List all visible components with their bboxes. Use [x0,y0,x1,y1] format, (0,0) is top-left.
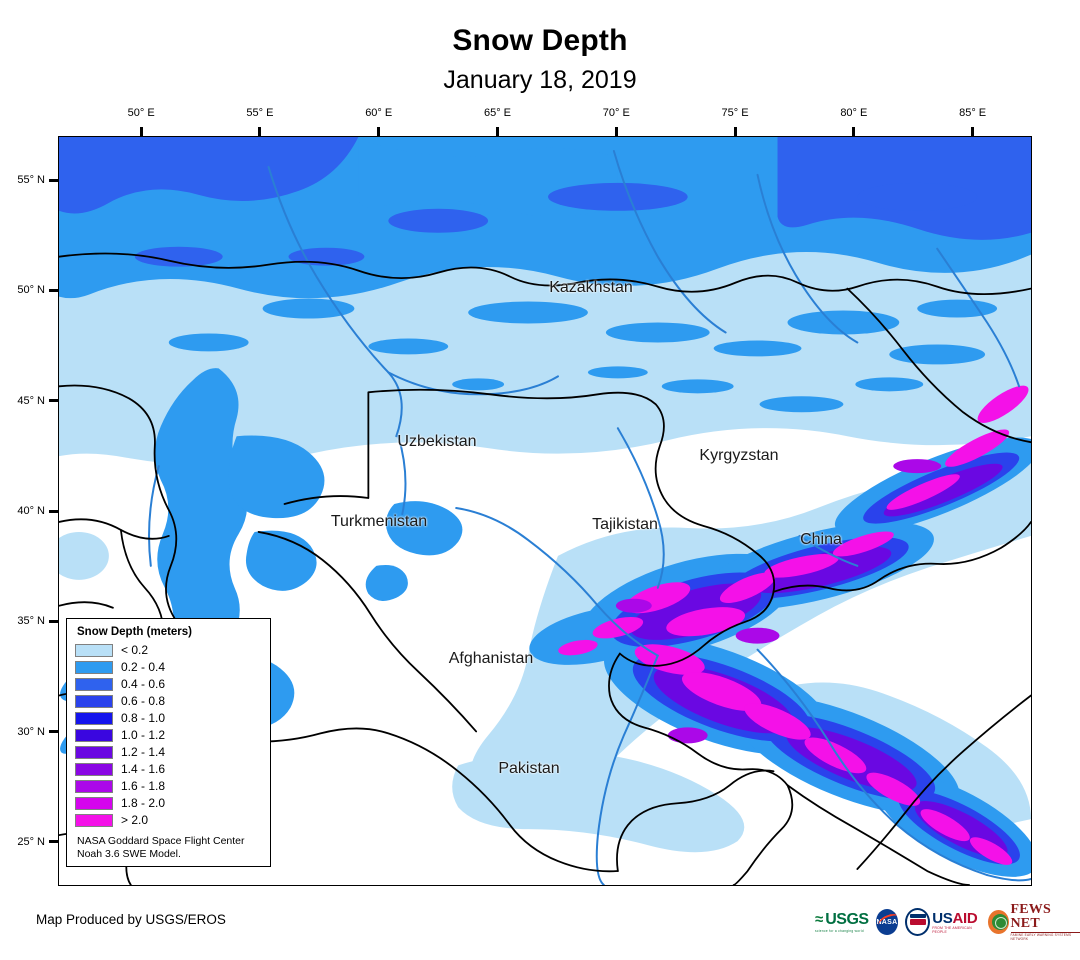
legend-panel[interactable]: Snow Depth (meters) < 0.2 0.2 - 0.4 0.4 - … [66,618,271,867]
legend-label: 1.4 - 1.6 [121,762,166,776]
nasa-wordmark: NASA [876,918,898,926]
legend-swatch [75,644,113,657]
x-axis-tick [971,127,975,136]
y-axis-tick [49,840,58,844]
legend-row[interactable]: 1.6 - 1.8 [75,778,262,795]
fews-globe-icon [987,910,1009,934]
legend-label: > 2.0 [121,813,149,827]
legend-row[interactable]: 0.6 - 0.8 [75,693,262,710]
legend-row[interactable]: 0.8 - 1.0 [75,710,262,727]
legend-swatch [75,695,113,708]
y-axis-label: 55° N [17,174,45,187]
legend-row[interactable]: 1.4 - 1.6 [75,761,262,778]
x-axis-tick [139,127,143,136]
y-axis-label: 25° N [17,835,45,848]
x-axis-label: 75° E [721,107,749,119]
legend-label: 1.2 - 1.4 [121,745,166,759]
fews-tagline: FAMINE EARLY WARNING SYSTEMS NETWORK [1010,933,1072,942]
legend-row[interactable]: 0.2 - 0.4 [75,659,262,676]
y-axis-tick [49,730,58,734]
x-axis-tick [733,127,737,136]
legend-note-line-2: Noah 3.6 SWE Model. [77,847,181,860]
usaid-wordmark-us: US [932,909,953,927]
y-axis-tick [49,288,58,292]
legend-label: 0.6 - 0.8 [121,694,166,708]
map-credit: Map Produced by USGS/EROS [36,912,226,927]
x-axis-tick [495,127,499,136]
legend-swatch [75,797,113,810]
fews-wordmark: FEWS NET [1010,901,1051,931]
legend-label: 1.6 - 1.8 [121,779,166,793]
x-axis-label: 50° E [127,107,155,119]
legend-swatch [75,729,113,742]
legend-row[interactable]: 1.2 - 1.4 [75,744,262,761]
snow-afghan-light [452,750,745,853]
legend-swatch [75,678,113,691]
y-axis-tick [49,509,58,513]
legend-class-list: < 0.2 0.2 - 0.4 0.4 - 0.6 0.6 - 0.8 0.8 - 1.… [75,642,262,829]
legend-row[interactable]: 1.8 - 2.0 [75,795,262,812]
usaid-seal-icon [905,908,931,936]
legend-row[interactable]: > 2.0 [75,812,262,829]
usaid-tagline: FROM THE AMERICAN PEOPLE [932,925,972,934]
x-axis-tick [614,127,618,136]
x-axis-label: 65° E [483,107,511,119]
snow-speckle-steppe [134,182,998,413]
agency-logos: ≈ USGS science for a changing world NASA… [815,901,1080,942]
x-axis-tick [852,127,856,136]
legend-swatch [75,780,113,793]
y-axis-label: 45° N [17,394,45,407]
page-subtitle-date: January 18, 2019 [443,66,637,94]
legend-row[interactable]: 0.4 - 0.6 [75,676,262,693]
usaid-logo[interactable]: USAID FROM THE AMERICAN PEOPLE [905,908,980,936]
y-axis-tick [49,619,58,623]
legend-row[interactable]: < 0.2 [75,642,262,659]
snow-mountain-core-magenta [558,385,1029,865]
y-axis-tick [49,399,58,403]
x-axis-label: 80° E [840,107,868,119]
nasa-logo[interactable]: NASA [875,909,899,935]
legend-note-line-1: NASA Goddard Space Flight Center [77,835,245,847]
fews-net-logo[interactable]: FEWS NET FAMINE EARLY WARNING SYSTEMS NE… [987,901,1080,942]
y-axis-label: 35° N [17,615,45,628]
legend-label: 0.4 - 0.6 [121,677,166,691]
aral-sea-north [385,501,463,556]
aral-sea-west [365,564,408,601]
y-axis-label: 30° N [17,725,45,738]
legend-label: 0.8 - 1.0 [121,711,166,725]
usgs-tagline: science for a changing world [815,928,864,933]
x-axis-label: 85° E [959,107,987,119]
caspian-sea-east-lobe [228,435,325,519]
y-axis-tick [49,178,58,182]
x-axis-tick [258,127,262,136]
legend-title: Snow Depth (meters) [77,626,193,638]
usgs-logo[interactable]: ≈ USGS science for a changing world [815,910,869,933]
snow-patch-nw-deep [59,137,359,214]
y-axis-label: 50° N [17,284,45,297]
rivers [148,149,1031,885]
nasa-swoosh-icon [876,911,899,931]
legend-swatch [75,814,113,827]
x-axis-label: 55° E [246,107,274,119]
legend-swatch [75,661,113,674]
legend-label: 0.2 - 0.4 [121,660,166,674]
usgs-wordmark: USGS [825,910,869,928]
x-axis-label: 70° E [602,107,630,119]
y-axis-label: 40° N [17,505,45,517]
legend-row[interactable]: 1.0 - 1.2 [75,727,262,744]
legend-label: < 0.2 [121,643,149,657]
page-title: Snow Depth [452,24,628,57]
legend-swatch [75,763,113,776]
x-axis-label: 60° E [365,107,393,119]
legend-swatch [75,712,113,725]
fews-rule [1010,931,1080,934]
usaid-wordmark-aid: AID [952,909,978,927]
legend-swatch [75,746,113,759]
x-axis-tick [377,127,381,136]
legend-label: 1.0 - 1.2 [121,728,166,742]
usgs-wave-icon: ≈ [815,911,824,928]
legend-label: 1.8 - 2.0 [121,796,166,810]
